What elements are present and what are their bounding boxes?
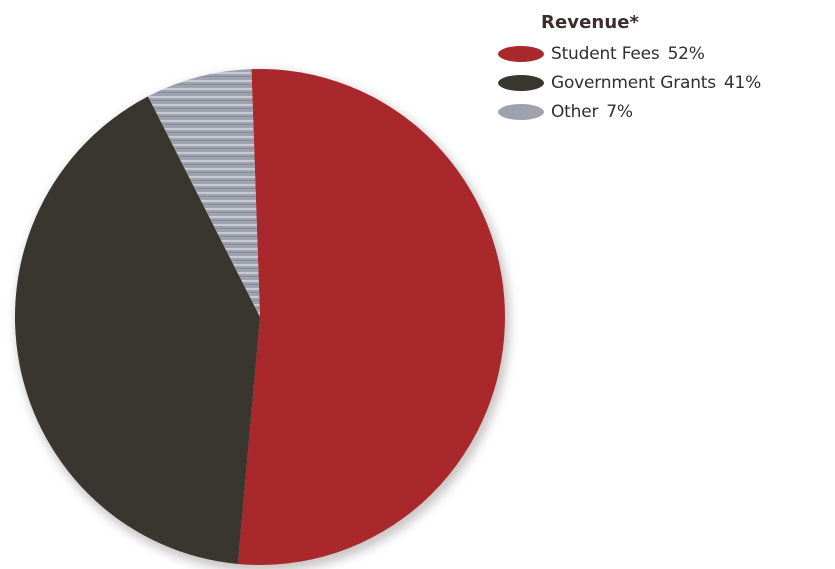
pie-slice-government-grants — [14, 96, 260, 564]
legend-swatch-government-grants — [498, 74, 544, 91]
legend-label-government-grants: Government Grants — [551, 72, 716, 93]
legend-value-student-fees: 52% — [667, 43, 705, 64]
legend: Revenue* Student Fees 52% Government Gra… — [498, 12, 828, 127]
pie-slice-other — [148, 69, 260, 318]
legend-item-other: Other 7% — [498, 98, 828, 125]
legend-label-other: Other — [551, 101, 599, 122]
legend-item-government-grants: Government Grants 41% — [498, 69, 828, 96]
legend-item-student-fees: Student Fees 52% — [498, 40, 828, 67]
legend-value-government-grants: 41% — [723, 72, 762, 93]
pie-slice-student-fees — [237, 68, 505, 565]
legend-label-student-fees: Student Fees — [551, 43, 660, 64]
legend-swatch-student-fees — [498, 45, 544, 62]
legend-value-other: 7% — [606, 101, 633, 122]
legend-swatch-other — [498, 103, 544, 120]
chart-title: Revenue* — [541, 12, 640, 33]
